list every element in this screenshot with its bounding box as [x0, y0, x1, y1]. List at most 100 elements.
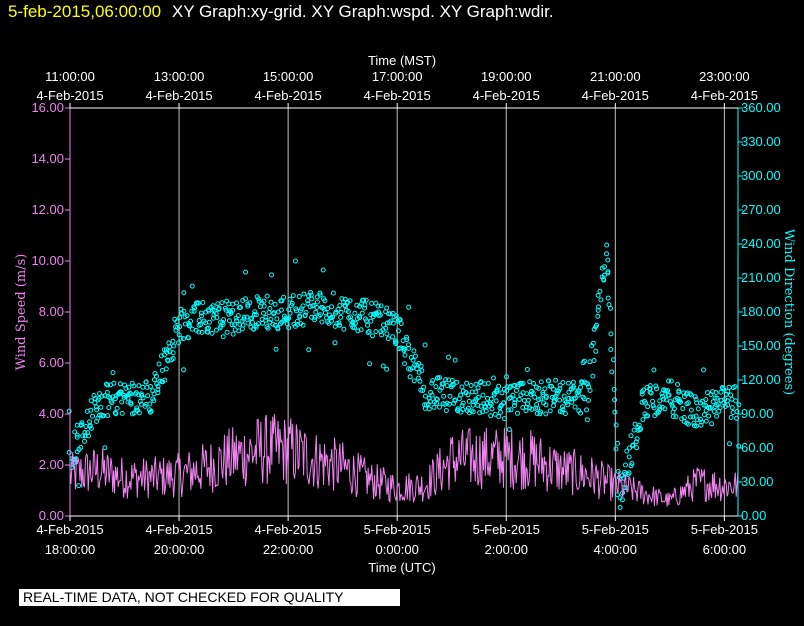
wind-direction-point [662, 406, 668, 412]
wind-direction-point [390, 334, 396, 340]
wind-direction-point [595, 307, 601, 313]
wind-direction-point [402, 352, 408, 358]
top-tick-time: 21:00:00 [590, 69, 641, 84]
wind-direction-point [199, 329, 205, 335]
wind-direction-point [609, 369, 615, 375]
wind-direction-point [189, 326, 195, 332]
wind-direction-point [538, 409, 544, 415]
wind-direction-point [330, 290, 336, 296]
wind-direction-point [666, 378, 672, 384]
wind-direction-point [619, 497, 625, 503]
wind-direction-point [375, 303, 381, 309]
wind-direction-point [370, 333, 375, 339]
wind-direction-point [158, 353, 164, 359]
wind-direction-point [72, 429, 78, 435]
wind-direction-point [196, 318, 202, 323]
wind-direction-point [123, 385, 129, 391]
wind-direction-point [578, 384, 583, 390]
wind-direction-point [465, 392, 471, 398]
top-tick-time: 19:00:00 [481, 69, 532, 84]
wind-direction-point [398, 321, 404, 327]
wind-direction-point [560, 407, 566, 413]
wind-direction-point [94, 407, 100, 413]
wind-direction-point [475, 394, 481, 400]
wind-direction-point [566, 389, 572, 395]
wind-direction-point [363, 297, 369, 303]
wind-direction-point [437, 375, 442, 381]
wind-direction-point [325, 306, 331, 311]
wind-direction-point [581, 358, 587, 364]
wind-direction-point [300, 322, 306, 328]
wind-direction-point [711, 409, 717, 414]
wind-direction-point [703, 418, 709, 424]
left-tick-label: 10.00 [31, 253, 64, 268]
wind-direction-point [598, 297, 604, 303]
wind-direction-point [430, 378, 436, 384]
wind-direction-series [66, 242, 742, 510]
wind-direction-point [641, 387, 647, 393]
wind-direction-point [119, 399, 125, 405]
wind-direction-point [155, 383, 161, 389]
wind-direction-point [98, 404, 104, 410]
wind-direction-point [721, 386, 727, 392]
right-tick-label: 120.00 [741, 372, 781, 387]
wind-direction-point [178, 335, 184, 341]
wind-direction-point [294, 318, 300, 324]
wind-direction-point [666, 392, 672, 398]
wind-direction-point [572, 395, 578, 401]
wind-direction-point [671, 406, 677, 412]
wind-direction-point [420, 388, 426, 394]
wind-direction-point [707, 404, 713, 410]
wind-direction-point [595, 313, 601, 319]
wind-direction-point [176, 340, 181, 346]
right-tick-label: 60.00 [741, 440, 774, 455]
wind-direction-point [488, 396, 494, 402]
chart-header: 5-feb-2015,06:00:00 XY Graph:xy-grid. XY… [8, 2, 554, 22]
wind-direction-point [612, 397, 618, 403]
wind-direction-point [243, 296, 248, 302]
wind-direction-point [121, 392, 127, 398]
wind-direction-point [527, 379, 533, 385]
wind-direction-point [251, 311, 257, 317]
wind-direction-point [504, 374, 509, 380]
wind-direction-point [266, 310, 272, 315]
wind-direction-point [76, 483, 82, 489]
wind-direction-point [554, 390, 560, 396]
wind-direction-point [657, 398, 663, 404]
wind-direction-point [170, 350, 176, 356]
wind-direction-point [412, 353, 418, 359]
wind-direction-point [110, 370, 116, 376]
wind-direction-point [216, 306, 221, 312]
wind-direction-point [145, 393, 151, 399]
wind-direction-point [213, 327, 219, 333]
wind-direction-point [323, 310, 328, 316]
wind-direction-point [515, 410, 520, 416]
wind-direction-point [629, 461, 635, 466]
wind-direction-point [466, 398, 472, 404]
wind-direction-point [164, 349, 170, 355]
wind-direction-point [605, 295, 611, 301]
wind-direction-point [699, 419, 705, 425]
wind-direction-point [148, 384, 153, 389]
wind-direction-point [218, 319, 223, 325]
wind-direction-point [505, 407, 511, 413]
wind-direction-point [300, 303, 306, 309]
wind-direction-point [713, 390, 719, 395]
wind-direction-point [245, 320, 251, 326]
wind-direction-point [376, 309, 381, 315]
wind-direction-point [384, 366, 390, 372]
wind-direction-point [286, 315, 292, 321]
wind-direction-point [221, 317, 227, 323]
wind-direction-point [286, 325, 292, 331]
wind-direction-point [230, 331, 236, 337]
wind-direction-point [234, 300, 240, 306]
wind-speed-series [69, 413, 739, 507]
top-tick-date: 4-Feb-2015 [691, 88, 758, 103]
wind-direction-point [306, 347, 312, 353]
wind-direction-point [354, 302, 360, 308]
wind-direction-point [441, 393, 447, 399]
wind-direction-point [656, 409, 661, 415]
wind-direction-point [593, 324, 599, 330]
wind-direction-point [406, 342, 412, 348]
